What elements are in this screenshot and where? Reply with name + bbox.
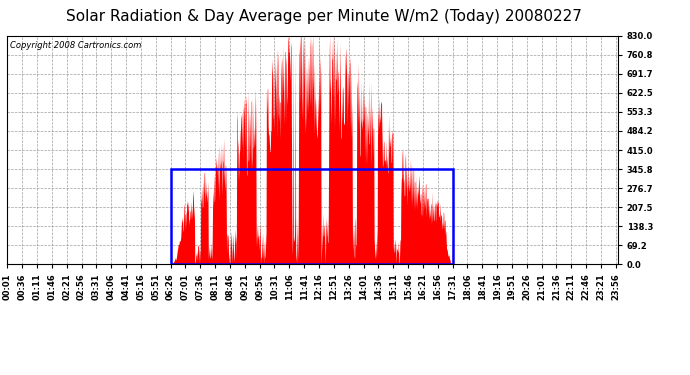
Text: Copyright 2008 Cartronics.com: Copyright 2008 Cartronics.com bbox=[10, 41, 141, 50]
Bar bbox=[170, 169, 453, 264]
Text: Solar Radiation & Day Average per Minute W/m2 (Today) 20080227: Solar Radiation & Day Average per Minute… bbox=[66, 9, 582, 24]
